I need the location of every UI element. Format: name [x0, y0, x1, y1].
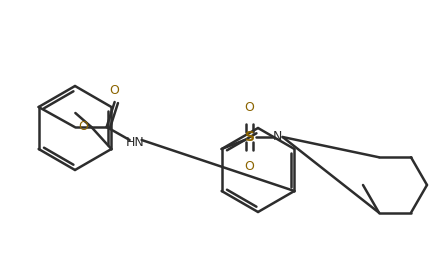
Text: N: N: [273, 130, 282, 144]
Text: O: O: [245, 160, 255, 173]
Text: O: O: [110, 84, 120, 97]
Text: O: O: [78, 120, 88, 133]
Text: HN: HN: [125, 137, 144, 150]
Text: S: S: [245, 130, 255, 144]
Text: O: O: [245, 101, 255, 114]
